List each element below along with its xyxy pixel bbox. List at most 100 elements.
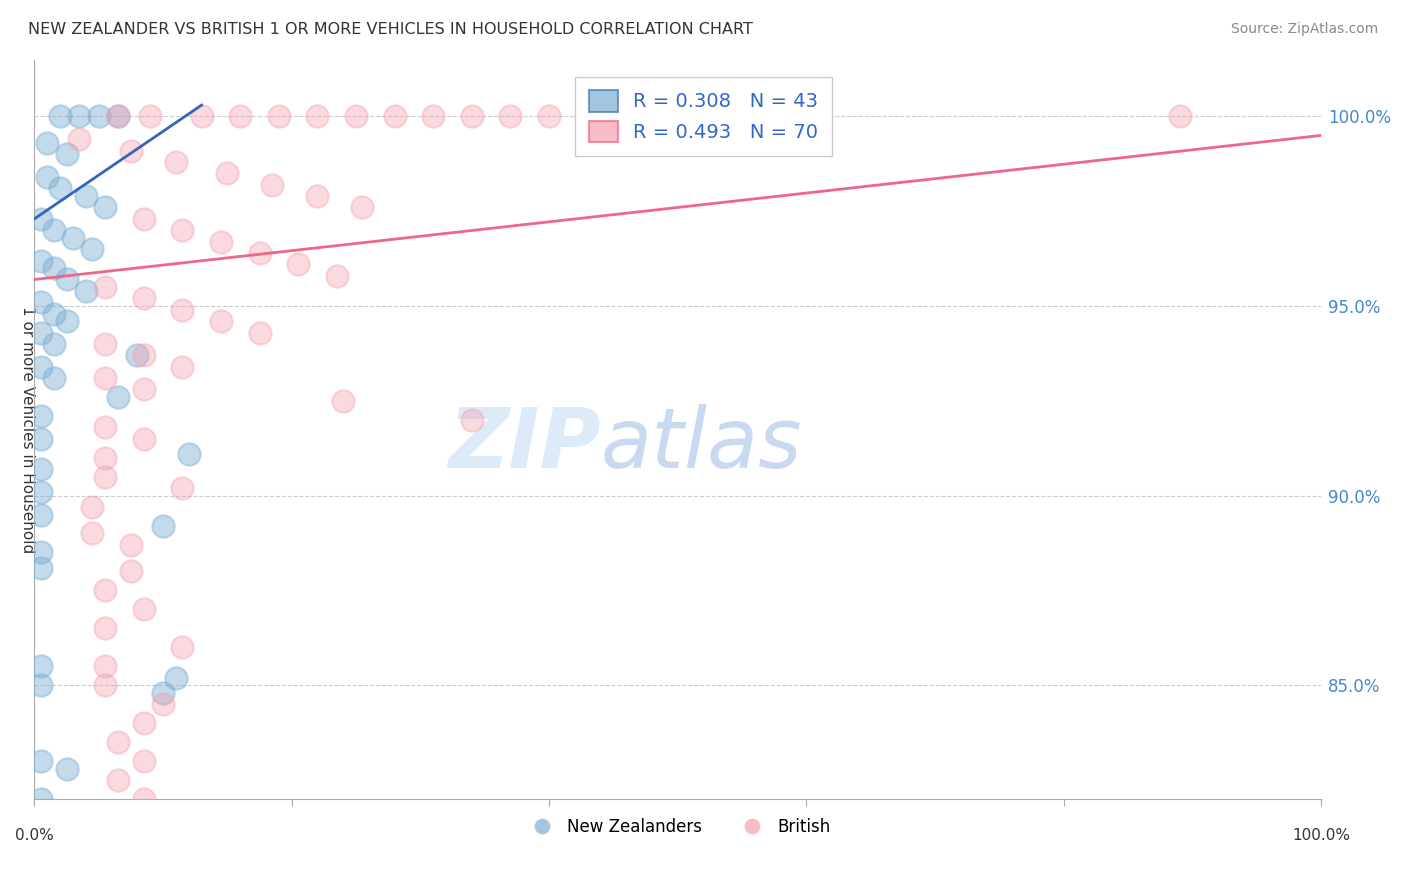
Point: [42, 307, 65, 321]
Point: [30, 359, 52, 374]
Point: [132, 348, 155, 362]
Point: [132, 792, 155, 806]
Text: NEW ZEALANDER VS BRITISH 1 OR MORE VEHICLES IN HOUSEHOLD CORRELATION CHART: NEW ZEALANDER VS BRITISH 1 OR MORE VEHIC…: [28, 22, 754, 37]
Point: [107, 110, 129, 124]
Point: [249, 326, 271, 340]
Point: [75, 284, 97, 298]
Point: [332, 393, 354, 408]
Point: [94, 371, 117, 385]
Point: [1168, 110, 1191, 124]
Point: [209, 235, 232, 249]
Point: [576, 110, 599, 124]
Point: [94, 280, 117, 294]
Point: [30, 253, 52, 268]
Point: [94, 201, 117, 215]
Point: [94, 450, 117, 465]
Point: [165, 155, 187, 169]
Point: [120, 538, 142, 552]
Text: Source: ZipAtlas.com: Source: ZipAtlas.com: [1230, 22, 1378, 37]
Point: [75, 189, 97, 203]
Point: [538, 110, 561, 124]
Point: [132, 432, 155, 446]
Point: [55, 762, 77, 776]
Point: [654, 110, 676, 124]
Point: [422, 110, 444, 124]
Point: [94, 337, 117, 351]
Point: [267, 110, 290, 124]
Point: [177, 447, 200, 461]
Point: [49, 181, 72, 195]
Point: [172, 640, 194, 655]
Text: 0.0%: 0.0%: [15, 829, 53, 844]
Point: [42, 371, 65, 385]
Point: [307, 189, 329, 203]
Point: [55, 314, 77, 328]
Point: [132, 292, 155, 306]
Legend: New Zealanders, British: New Zealanders, British: [519, 811, 837, 842]
Point: [30, 659, 52, 673]
Point: [152, 686, 174, 700]
Point: [249, 246, 271, 260]
Point: [152, 697, 174, 711]
Point: [165, 671, 187, 685]
Point: [132, 754, 155, 768]
Point: [67, 110, 90, 124]
Point: [30, 295, 52, 310]
Point: [229, 110, 252, 124]
Point: [62, 231, 84, 245]
Text: ZIP: ZIP: [449, 403, 600, 484]
Point: [352, 201, 374, 215]
Point: [87, 110, 110, 124]
Point: [120, 144, 142, 158]
Point: [107, 390, 129, 404]
Point: [120, 565, 142, 579]
Point: [139, 110, 162, 124]
Point: [461, 110, 484, 124]
Point: [37, 170, 59, 185]
Point: [94, 469, 117, 483]
Point: [217, 166, 239, 180]
Point: [107, 735, 129, 749]
Point: [172, 359, 194, 374]
Point: [94, 678, 117, 692]
Point: [107, 830, 129, 844]
Point: [42, 261, 65, 276]
Point: [107, 110, 129, 124]
Point: [30, 326, 52, 340]
Point: [94, 621, 117, 635]
Point: [30, 211, 52, 226]
Point: [132, 211, 155, 226]
Point: [326, 268, 349, 283]
Point: [152, 519, 174, 533]
Text: atlas: atlas: [600, 403, 803, 484]
Point: [262, 178, 284, 192]
Point: [30, 508, 52, 522]
Point: [384, 110, 406, 124]
Point: [30, 484, 52, 499]
Point: [172, 302, 194, 317]
Point: [769, 110, 792, 124]
Point: [42, 223, 65, 237]
Point: [30, 754, 52, 768]
Point: [94, 659, 117, 673]
Point: [82, 500, 104, 514]
Point: [461, 413, 484, 427]
Point: [344, 110, 367, 124]
Point: [49, 110, 72, 124]
Point: [94, 583, 117, 598]
Point: [307, 110, 329, 124]
Point: [107, 772, 129, 787]
Point: [499, 110, 522, 124]
Point: [172, 481, 194, 495]
Point: [692, 110, 714, 124]
Point: [37, 136, 59, 150]
Point: [30, 462, 52, 476]
Point: [132, 383, 155, 397]
Point: [30, 792, 52, 806]
Point: [30, 409, 52, 423]
Point: [94, 420, 117, 434]
Point: [82, 242, 104, 256]
Point: [55, 147, 77, 161]
Point: [107, 868, 129, 882]
Y-axis label: 1 or more Vehicles in Household: 1 or more Vehicles in Household: [21, 306, 35, 553]
